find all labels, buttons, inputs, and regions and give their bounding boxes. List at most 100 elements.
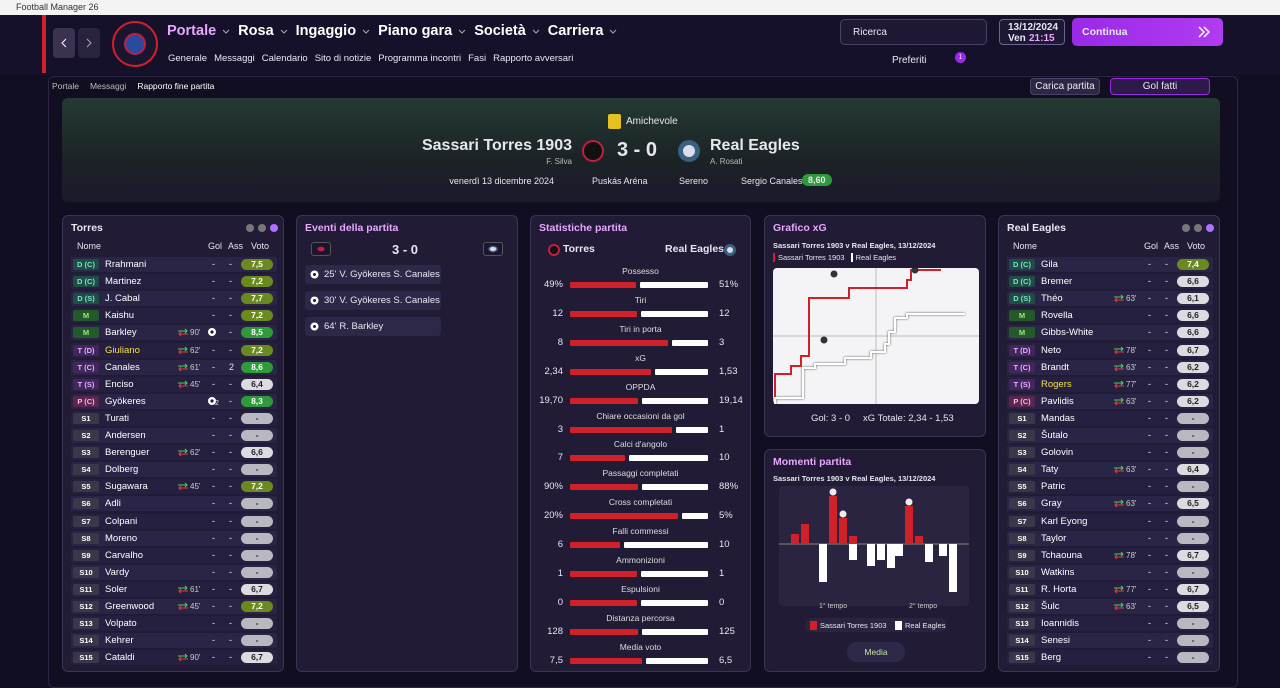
player-row[interactable]: S10 Watkins - - - [1007,564,1213,580]
player-row[interactable]: T (C) Canales 61' - 2 8,6 [71,359,277,375]
column-header: Nome [1013,241,1038,251]
panel-title: Torres [71,222,103,234]
nav-tab[interactable]: Rosa [238,23,274,39]
goals: - [212,293,215,304]
stat-away-bar [641,571,708,577]
date: 13/12/2024 [1008,22,1059,33]
assists: - [229,327,232,338]
average-button[interactable]: Media [847,642,905,662]
player-row[interactable]: S2 Andersen - - - [71,428,277,443]
player-row[interactable]: S7 Karl Eyong - - - [1007,513,1213,529]
nav-tab[interactable]: Ingaggio [295,23,357,39]
event-item[interactable]: 25' V. Gyökeres S. Canales [305,265,441,284]
player-row[interactable]: P (C) Gyökeres 2 -8,3 [71,393,277,409]
player-name: Sugawara [105,481,148,493]
nav-tab[interactable]: Portale [167,23,217,39]
assists: - [229,276,232,287]
event-item[interactable]: 30' V. Gyökeres S. Canales [305,291,441,310]
player-row[interactable]: S1 Mandas - - - [1007,410,1213,426]
view-dot [1194,224,1202,232]
player-row[interactable]: S6 Adli - - - [71,496,277,512]
player-row[interactable]: M Barkley 90' -8,5 [71,325,277,341]
player-row[interactable]: M Kaishu - -7,2 [71,308,277,324]
player-row[interactable]: M Gibbs-White - -6,6 [1007,325,1213,341]
rating: - [241,532,273,544]
favorites[interactable]: Preferiti [892,55,927,66]
player-row[interactable]: S5 Patric - - - [1007,479,1213,495]
player-row[interactable]: S11 Soler 61' - -6,7 [71,581,277,597]
player-row[interactable]: D (C) Rrahmani - -7,5 [71,257,277,272]
player-row[interactable]: S9 Carvalho - - - [71,547,277,563]
nav-tab[interactable]: Società [474,23,526,39]
breadcrumb-item[interactable]: Rapporto fine partita [137,81,215,91]
nav-tab[interactable]: Carriera [547,23,604,39]
player-row[interactable]: S9 Tchaouna 78' - -6,7 [1007,547,1213,563]
player-row[interactable]: S13 Ioannidis - - - [1007,616,1213,632]
position-badge: S8 [1009,532,1035,544]
player-row[interactable]: D (S) Théo 63' - -6,1 [1007,291,1213,307]
player-name: Tchaouna [1041,549,1083,561]
day: Ven [1008,33,1026,44]
sub-tab[interactable]: Generale [168,53,208,64]
player-row[interactable]: T (C) Brandt 63' - -6,2 [1007,359,1213,375]
event-item[interactable]: 64' R. Barkley [305,317,441,336]
player-row[interactable]: S7 Colpani - - - [71,513,277,529]
player-row[interactable]: S5 Sugawara 45' - -7,2 [71,479,277,495]
goals: - [212,532,215,543]
sub-tab[interactable]: Messaggi [214,53,255,64]
player-row[interactable]: S4 Dolberg - - - [71,462,277,478]
assists: - [1165,447,1168,458]
player-row[interactable]: S6 Gray 63' - -6,5 [1007,496,1213,512]
player-name: Carvalho [105,549,144,561]
sub-tab[interactable]: Calendario [261,53,308,64]
player-row[interactable]: M Rovella - -6,6 [1007,308,1213,324]
player-row[interactable]: S15 Cataldi 90' - -6,7 [71,650,277,666]
back-button[interactable] [53,28,75,58]
sub-tab[interactable]: Rapporto avversari [493,53,574,64]
player-row[interactable]: D (C) Martinez - -7,2 [71,274,277,290]
player-row[interactable]: S14 Kehrer - - - [71,633,277,649]
player-row[interactable]: T (S) Rogers 77' - -6,2 [1007,376,1213,392]
sub-tab[interactable]: Fasi [468,53,487,64]
player-row[interactable]: S14 Senesi - - - [1007,633,1213,649]
goals: - [1148,447,1151,458]
player-row[interactable]: S10 Vardy - - - [71,564,277,580]
breadcrumb-item[interactable]: Portale [52,81,79,91]
player-row[interactable]: S1 Turati - - - [71,410,277,426]
club-badge[interactable] [112,21,158,67]
assists: - [229,618,232,629]
player-row[interactable]: S2 Šutalo - - - [1007,428,1213,443]
highlights-button[interactable]: Gol fatti [1110,78,1210,95]
sub-tab[interactable]: Sito di notizie [314,53,372,64]
sub-icon [177,346,189,355]
player-row[interactable]: S3 Golovin - - - [1007,445,1213,461]
player-row[interactable]: P (C) Pavlidis 63' - -6,2 [1007,393,1213,409]
player-row[interactable]: S12 Šulc 63' - -6,5 [1007,599,1213,614]
player-row[interactable]: T (D) Giuliano 62' - -7,2 [71,342,277,358]
player-row[interactable]: S8 Taylor - - - [1007,530,1213,546]
player-row[interactable]: D (C) Gila - -7,4 [1007,257,1213,272]
player-row[interactable]: S11 R. Horta 77' - -6,7 [1007,581,1213,597]
player-row[interactable]: S15 Berg - - - [1007,650,1213,666]
player-row[interactable]: T (S) Enciso 45' - -6,4 [71,376,277,392]
player-row[interactable]: S13 Volpato - - - [71,616,277,632]
player-row[interactable]: T (D) Neto 78' - -6,7 [1007,342,1213,358]
player-row[interactable]: D (S) J. Cabal - -7,7 [71,291,277,307]
date-box[interactable]: 13/12/2024 Ven 21:15 [999,19,1065,45]
player-row[interactable]: S4 Taty 63' - -6,4 [1007,462,1213,478]
player-row[interactable]: S12 Greenwood 45' - -7,2 [71,599,277,614]
goals: - [212,635,215,646]
load-match-button[interactable]: Carica partita [1030,78,1100,95]
goals: - [212,583,215,594]
stat-home-bar [570,628,638,635]
forward-button[interactable] [78,28,100,58]
player-row[interactable]: S3 Berenguer 62' - -6,6 [71,445,277,461]
breadcrumb-item[interactable]: Messaggi [89,81,127,91]
continue-button[interactable]: Continua [1072,18,1223,46]
player-row[interactable]: S8 Moreno - - - [71,530,277,546]
stat-away-value: 125 [719,625,735,637]
nav-tab[interactable]: Piano gara [378,23,453,39]
search-button[interactable]: Ricerca [853,27,887,38]
sub-tab[interactable]: Programma incontri [378,53,462,64]
player-row[interactable]: D (C) Bremer - -6,6 [1007,274,1213,290]
